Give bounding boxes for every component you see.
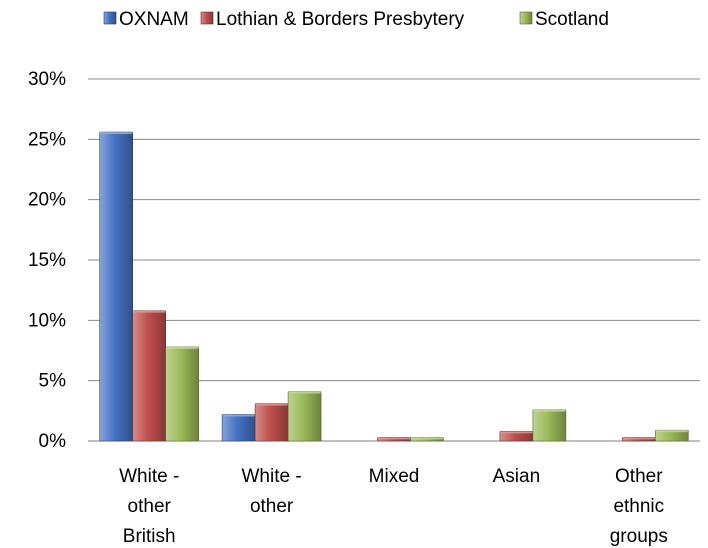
bar-scotland-1 <box>165 346 199 442</box>
bars <box>99 131 689 442</box>
x-category-label: Mixed <box>369 466 420 487</box>
bar-top-highlight <box>255 403 288 406</box>
y-tick-label: 0% <box>39 431 67 452</box>
bar-top-highlight <box>411 437 443 440</box>
bar-top-highlight <box>100 132 133 135</box>
y-tick-label: 25% <box>28 129 66 150</box>
x-category-label: Asian <box>493 466 541 487</box>
bar-scotland-4 <box>532 409 567 442</box>
bar-top-highlight <box>288 391 321 394</box>
legend-label-scotland: Scotland <box>535 9 609 30</box>
y-axis: 0% 5% 10% 15% 20% 25% 30% <box>28 69 66 452</box>
bar-top-highlight <box>655 430 688 433</box>
bar-lothian-borders-presbytery-2 <box>254 403 289 442</box>
x-axis: White -other British White -other Mixed Asia… <box>119 466 668 547</box>
y-tick-label: 10% <box>28 310 66 331</box>
bar-oxnam-2 <box>221 414 256 442</box>
bar-top-highlight <box>133 310 166 313</box>
bar-oxnam-1 <box>99 131 133 442</box>
legend-label-lothian-borders-presbytery: Lothian & Borders Presbytery <box>216 9 465 30</box>
bar-top-highlight <box>222 414 255 417</box>
y-tick-label: 15% <box>28 250 66 271</box>
bar-top-highlight <box>622 437 655 440</box>
x-category-label: Other ethnic groups <box>610 466 668 547</box>
legend-label-oxnam: OXNAM <box>119 9 189 30</box>
bar-top-highlight <box>166 346 199 349</box>
y-tick-label: 20% <box>28 190 66 211</box>
bar-top-highlight <box>533 409 566 412</box>
legend-swatch-lothian-borders-presbytery <box>200 11 214 25</box>
bar-top-highlight <box>378 437 410 440</box>
y-tick-label: 5% <box>39 371 67 392</box>
legend-swatch-scotland <box>519 11 533 25</box>
legend-swatch-oxnam <box>103 11 117 25</box>
x-category-label: White -other <box>242 466 302 517</box>
y-tick-label: 30% <box>28 69 66 90</box>
bar-scotland-2 <box>287 391 322 442</box>
legend: OXNAM Lothian & Borders Presbytery Scotlan… <box>103 9 609 30</box>
bar-top-highlight <box>500 431 533 434</box>
bar-lothian-borders-presbytery-1 <box>132 310 166 442</box>
x-category-label: White -other British <box>119 466 179 547</box>
